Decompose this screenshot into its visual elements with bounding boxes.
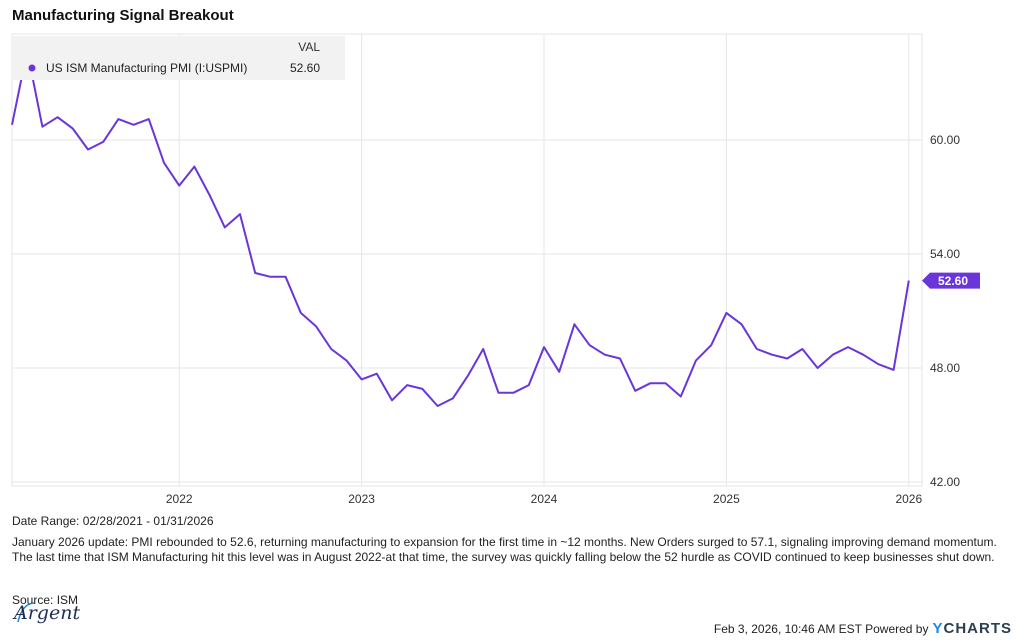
last-value-tag-shape [922,272,980,289]
footer-timestamp: Feb 3, 2026, 10:46 AM EST Powered by [713,621,929,636]
legend: VAL US ISM Manufacturing PMI (I:USPMI) 52.… [12,36,345,80]
legend-box [12,36,345,80]
commentary-note: January 2026 update: PMI rebounded to 52… [12,535,997,564]
ycharts-logo[interactable]: YCHARTS [932,620,1012,637]
x-tick-label: 2023 [348,492,375,506]
legend-series-label: US ISM Manufacturing PMI (I:USPMI) [46,61,247,75]
last-value-tag-label: 52.60 [938,274,968,288]
x-tick-label: 2026 [895,492,922,506]
legend-header: VAL [298,40,320,54]
y-tick-label: 54.00 [930,247,960,261]
argent-logo: Argent [14,602,81,624]
legend-marker-icon [28,64,36,72]
x-tick-label: 2025 [713,492,740,506]
date-range: Date Range: 02/28/2021 - 01/31/2026 [12,514,214,528]
last-value-tag: 52.60 [922,272,980,289]
axes: 42.00 48.00 54.00 60.00 2022 2023 2024 2025 2026 [166,133,961,506]
series-layer [11,49,910,407]
grid [11,33,923,487]
ycharts-logo-y: Y [932,620,944,637]
series-line-ism-pmi [11,49,910,407]
chart-title: Manufacturing Signal Breakout [12,7,234,24]
x-tick-label: 2022 [166,492,193,506]
x-tick-label: 2024 [531,492,558,506]
legend-series-value: 52.60 [290,61,320,75]
y-tick-label: 60.00 [930,133,960,147]
y-tick-label: 42.00 [930,475,960,489]
argent-logo-icon [17,602,35,623]
plot-frame [11,33,923,487]
ycharts-logo-text: CHARTS [943,620,1012,637]
footer: Feb 3, 2026, 10:46 AM EST Powered by YCH… [714,620,1012,637]
source-line: Source: ISM [12,593,79,607]
y-tick-label: 48.00 [930,361,960,375]
